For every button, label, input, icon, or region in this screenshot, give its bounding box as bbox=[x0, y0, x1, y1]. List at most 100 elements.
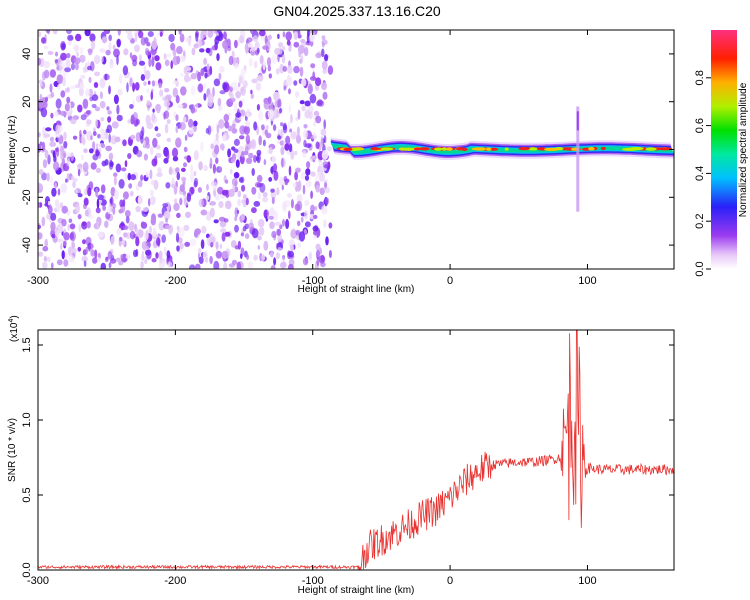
noise-speckle bbox=[145, 229, 149, 240]
noise-speckle bbox=[257, 73, 264, 82]
noise-speckle bbox=[107, 205, 111, 215]
noise-speckle bbox=[282, 65, 288, 72]
noise-speckle bbox=[155, 152, 162, 159]
noise-speckle bbox=[150, 195, 156, 206]
noise-speckle bbox=[246, 254, 250, 260]
noise-speckle bbox=[151, 115, 158, 124]
noise-speckle bbox=[87, 65, 92, 71]
noise-speckle bbox=[140, 174, 144, 182]
noise-speckle bbox=[320, 254, 325, 262]
noise-speckle bbox=[112, 206, 116, 215]
noise-speckle bbox=[50, 212, 57, 221]
noise-speckle bbox=[238, 100, 243, 108]
noise-speckle bbox=[322, 68, 328, 74]
noise-speckle bbox=[105, 256, 109, 261]
noise-speckle bbox=[47, 200, 51, 206]
noise-speckle bbox=[144, 70, 151, 80]
noise-speckle bbox=[97, 133, 101, 139]
noise-speckle bbox=[238, 177, 244, 183]
noise-speckle bbox=[65, 53, 71, 59]
noise-speckle bbox=[156, 133, 161, 138]
noise-speckle bbox=[293, 65, 300, 74]
noise-speckle bbox=[237, 82, 241, 88]
noise-speckle bbox=[282, 124, 288, 134]
noise-speckle bbox=[67, 246, 73, 257]
noise-speckle bbox=[65, 30, 72, 35]
noise-speckle bbox=[266, 125, 269, 130]
noise-speckle bbox=[203, 82, 207, 88]
noise-speckle bbox=[244, 120, 251, 127]
noise-speckle bbox=[272, 124, 277, 131]
noise-speckle bbox=[271, 156, 277, 163]
noise-speckle bbox=[38, 232, 43, 240]
noise-speckle bbox=[50, 176, 53, 185]
noise-speckle bbox=[116, 38, 121, 48]
noise-speckle bbox=[300, 171, 306, 180]
spectrogram-ytick-label: 40 bbox=[21, 48, 33, 60]
noise-speckle bbox=[275, 252, 280, 260]
noise-speckle bbox=[233, 148, 239, 153]
noise-speckle bbox=[175, 95, 180, 104]
noise-speckle bbox=[284, 180, 288, 186]
noise-speckle bbox=[175, 232, 180, 243]
noise-speckle bbox=[302, 150, 307, 158]
noise-speckle bbox=[277, 135, 282, 140]
noise-speckle bbox=[263, 240, 269, 251]
noise-speckle bbox=[254, 181, 262, 188]
noise-speckle bbox=[277, 33, 280, 40]
noise-speckle bbox=[313, 110, 320, 117]
noise-speckle bbox=[92, 257, 98, 264]
noise-speckle bbox=[134, 44, 140, 53]
snr-panel: -300 -200 -100 0 100 0.0 0.5 1.0 1.5 Height of s… bbox=[7, 315, 675, 596]
spectrogram-xtick-label: -300 bbox=[27, 275, 49, 287]
snr-xtick-label: -100 bbox=[302, 575, 324, 587]
noise-speckle bbox=[175, 125, 179, 134]
noise-speckle bbox=[108, 160, 114, 170]
noise-speckle bbox=[296, 126, 300, 136]
noise-speckle bbox=[201, 225, 207, 234]
noise-speckle bbox=[306, 33, 310, 44]
noise-speckle bbox=[274, 221, 282, 226]
noise-speckle bbox=[140, 74, 146, 81]
noise-speckle bbox=[151, 80, 155, 87]
noise-speckle bbox=[166, 53, 172, 58]
noise-speckle bbox=[305, 180, 312, 188]
noise-speckle bbox=[83, 148, 88, 153]
noise-speckle bbox=[313, 214, 318, 220]
noise-speckle bbox=[190, 104, 196, 114]
noise-speckle bbox=[207, 30, 214, 38]
noise-speckle bbox=[256, 174, 263, 183]
noise-speckle bbox=[70, 85, 76, 90]
noise-speckle bbox=[128, 221, 135, 232]
noise-speckle bbox=[282, 255, 285, 264]
noise-speckle bbox=[148, 225, 153, 234]
noise-speckle bbox=[309, 93, 317, 104]
noise-speckle bbox=[127, 33, 133, 41]
noise-speckle bbox=[323, 178, 329, 183]
noise-speckle bbox=[83, 129, 87, 135]
noise-speckle bbox=[285, 135, 291, 145]
noise-speckle bbox=[227, 125, 232, 132]
noise-speckle bbox=[87, 187, 92, 197]
noise-speckle bbox=[302, 184, 306, 195]
noise-speckle bbox=[165, 94, 172, 100]
noise-speckle bbox=[38, 251, 44, 257]
noise-speckle bbox=[255, 82, 262, 91]
noise-speckle bbox=[143, 65, 147, 74]
noise-speckle bbox=[270, 188, 275, 193]
noise-speckle bbox=[101, 160, 107, 167]
noise-speckle bbox=[60, 90, 66, 98]
noise-speckle bbox=[110, 135, 118, 145]
band-peak bbox=[455, 147, 465, 151]
noise-speckle bbox=[138, 60, 146, 66]
noise-speckle bbox=[70, 175, 75, 181]
noise-speckle bbox=[304, 109, 311, 118]
noise-speckle bbox=[122, 139, 127, 147]
noise-speckle bbox=[295, 116, 299, 122]
noise-speckle bbox=[41, 71, 47, 81]
band-peak bbox=[485, 147, 492, 151]
noise-speckle bbox=[317, 171, 321, 177]
noise-speckle bbox=[318, 161, 324, 167]
noise-speckle bbox=[248, 152, 254, 159]
noise-speckle bbox=[301, 105, 306, 112]
